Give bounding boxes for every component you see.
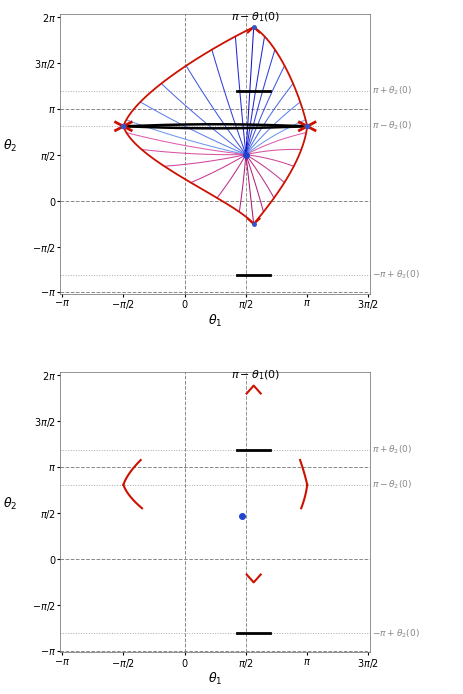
Text: $\pi-\theta_2(0)$: $\pi-\theta_2(0)$ (372, 478, 412, 491)
Text: $\pi-\theta_1(0)$: $\pi-\theta_1(0)$ (231, 369, 280, 382)
X-axis label: $\theta_1$: $\theta_1$ (208, 312, 223, 328)
Text: $\pi+\theta_2(0)$: $\pi+\theta_2(0)$ (372, 85, 412, 97)
X-axis label: $\theta_1$: $\theta_1$ (208, 671, 223, 687)
Text: $\pi+\theta_2(0)$: $\pi+\theta_2(0)$ (372, 443, 412, 456)
Text: $-\pi+\theta_2(0)$: $-\pi+\theta_2(0)$ (372, 269, 419, 281)
Text: $-\pi+\theta_2(0)$: $-\pi+\theta_2(0)$ (372, 627, 419, 640)
Text: $\pi-\theta_1(0)$: $\pi-\theta_1(0)$ (231, 10, 280, 24)
Y-axis label: $\theta_2$: $\theta_2$ (3, 138, 18, 154)
Y-axis label: $\theta_2$: $\theta_2$ (3, 496, 18, 512)
Text: $\pi-\theta_2(0)$: $\pi-\theta_2(0)$ (372, 120, 412, 133)
